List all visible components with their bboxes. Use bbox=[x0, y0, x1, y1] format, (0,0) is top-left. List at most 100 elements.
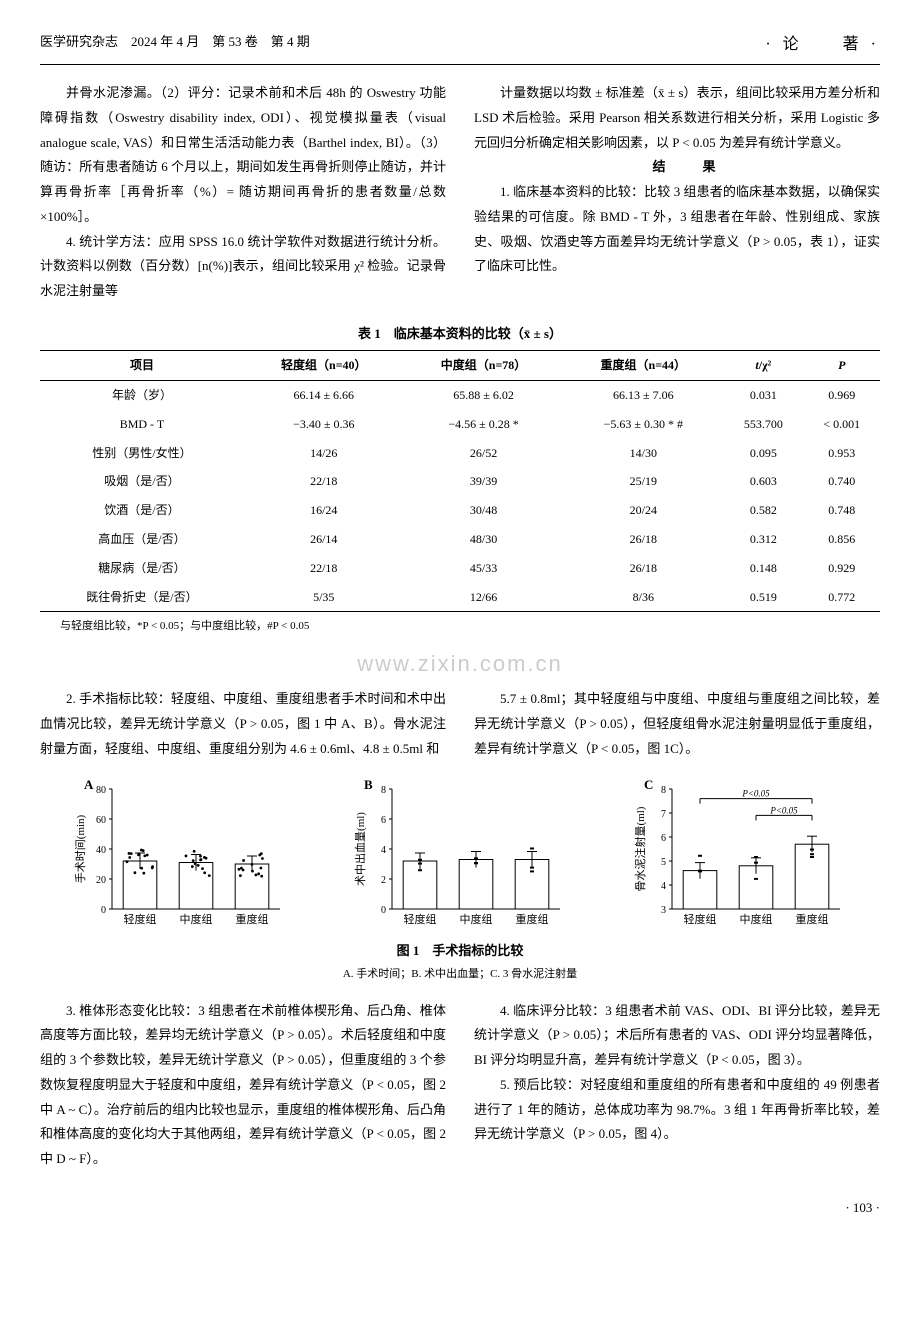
figure1-subtitle: A. 手术时间；B. 术中出血量；C. 3 骨水泥注射量 bbox=[40, 964, 880, 985]
table-header: t/χ² bbox=[723, 351, 803, 381]
table-cell: 39/39 bbox=[404, 467, 564, 496]
table-row: 饮酒（是/否）16/2430/4820/240.5820.748 bbox=[40, 496, 880, 525]
paragraph: 4. 统计学方法：应用 SPSS 16.0 统计学软件对数据进行统计分析。计数资… bbox=[40, 230, 446, 304]
table-cell: 26/18 bbox=[563, 554, 723, 583]
svg-text:中度组: 中度组 bbox=[740, 912, 773, 926]
table-row: 性别（男性/女性）14/2626/5214/300.0950.953 bbox=[40, 439, 880, 468]
table-cell: 年龄（岁） bbox=[40, 381, 244, 410]
svg-text:轻度组: 轻度组 bbox=[404, 912, 437, 926]
paragraph: 5. 预后比较：对轻度组和重度组的所有患者和中度组的 49 例患者进行了 1 年… bbox=[474, 1073, 880, 1147]
svg-text:重度组: 重度组 bbox=[796, 912, 829, 926]
page-number: · 103 · bbox=[40, 1196, 880, 1221]
table-cell: 0.929 bbox=[803, 554, 880, 583]
journal-info: 医学研究杂志 2024 年 4 月 第 53 卷 第 4 期 bbox=[40, 30, 310, 60]
table-row: 高血压（是/否）26/1448/3026/180.3120.856 bbox=[40, 525, 880, 554]
svg-text:轻度组: 轻度组 bbox=[684, 912, 717, 926]
table-header: 重度组（n=44） bbox=[563, 351, 723, 381]
svg-text:0: 0 bbox=[381, 905, 386, 916]
table-cell: 30/48 bbox=[404, 496, 564, 525]
svg-text:4: 4 bbox=[381, 845, 386, 856]
svg-text:5: 5 bbox=[661, 857, 666, 868]
table-cell: 既往骨折史（是/否） bbox=[40, 583, 244, 612]
table-cell: 65.88 ± 6.02 bbox=[404, 381, 564, 410]
table-cell: 0.095 bbox=[723, 439, 803, 468]
svg-text:手术时间(min): 手术时间(min) bbox=[73, 815, 87, 884]
table-cell: 0.969 bbox=[803, 381, 880, 410]
table-cell: −4.56 ± 0.28 * bbox=[404, 410, 564, 439]
svg-text:B: B bbox=[364, 777, 373, 792]
svg-text:80: 80 bbox=[96, 785, 106, 796]
table-cell: 0.031 bbox=[723, 381, 803, 410]
table-row: 既往骨折史（是/否）5/3512/668/360.5190.772 bbox=[40, 583, 880, 612]
svg-text:20: 20 bbox=[96, 875, 106, 886]
table-row: 年龄（岁）66.14 ± 6.6665.88 ± 6.0266.13 ± 7.0… bbox=[40, 381, 880, 410]
table-cell: 14/26 bbox=[244, 439, 404, 468]
text-block-1: 并骨水泥渗漏。（2）评分：记录术前和术后 48h 的 Oswestry 功能障碍… bbox=[40, 81, 880, 303]
paragraph: 4. 临床评分比较：3 组患者术前 VAS、ODI、BI 评分比较，差异无统计学… bbox=[474, 999, 880, 1073]
table-cell: 553.700 bbox=[723, 410, 803, 439]
page-header: 医学研究杂志 2024 年 4 月 第 53 卷 第 4 期 · 论 著 · bbox=[40, 30, 880, 65]
table-cell: 66.14 ± 6.66 bbox=[244, 381, 404, 410]
table-cell: −3.40 ± 0.36 bbox=[244, 410, 404, 439]
table-row: 吸烟（是/否）22/1839/3925/190.6030.740 bbox=[40, 467, 880, 496]
table-header: 轻度组（n=40） bbox=[244, 351, 404, 381]
table1-footnote: 与轻度组比较，*P < 0.05；与中度组比较，#P < 0.05 bbox=[60, 616, 880, 637]
svg-text:中度组: 中度组 bbox=[460, 912, 493, 926]
svg-text:A: A bbox=[84, 777, 94, 792]
svg-text:重度组: 重度组 bbox=[236, 912, 269, 926]
results-heading: 结 果 bbox=[474, 155, 880, 180]
svg-text:重度组: 重度组 bbox=[516, 912, 549, 926]
svg-text:2: 2 bbox=[381, 875, 386, 886]
table-cell: 0.748 bbox=[803, 496, 880, 525]
table-cell: 0.603 bbox=[723, 467, 803, 496]
figure1-title: 图 1 手术指标的比较 bbox=[40, 939, 880, 964]
svg-text:骨水泥注射量(ml): 骨水泥注射量(ml) bbox=[633, 806, 647, 891]
chart-panel-A: A020406080手术时间(min)轻度组中度组重度组 bbox=[70, 775, 290, 935]
svg-text:8: 8 bbox=[661, 785, 666, 796]
table-cell: 0.519 bbox=[723, 583, 803, 612]
svg-text:3: 3 bbox=[661, 905, 666, 916]
svg-text:4: 4 bbox=[661, 881, 666, 892]
paragraph: 2. 手术指标比较：轻度组、中度组、重度组患者手术时间和术中出血情况比较，差异无… bbox=[40, 687, 446, 761]
table-cell: 0.312 bbox=[723, 525, 803, 554]
table-cell: 26/52 bbox=[404, 439, 564, 468]
table-cell: 8/36 bbox=[563, 583, 723, 612]
table-cell: < 0.001 bbox=[803, 410, 880, 439]
table-cell: 0.740 bbox=[803, 467, 880, 496]
table-cell: 48/30 bbox=[404, 525, 564, 554]
svg-text:6: 6 bbox=[661, 833, 666, 844]
text-block-2: 2. 手术指标比较：轻度组、中度组、重度组患者手术时间和术中出血情况比较，差异无… bbox=[40, 687, 880, 761]
svg-text:术中出血量(ml): 术中出血量(ml) bbox=[353, 812, 367, 886]
paragraph: 5.7 ± 0.8ml；其中轻度组与中度组、中度组与重度组之间比较，差异无统计学… bbox=[474, 687, 880, 761]
table-row: BMD - T−3.40 ± 0.36−4.56 ± 0.28 *−5.63 ±… bbox=[40, 410, 880, 439]
table-cell: 饮酒（是/否） bbox=[40, 496, 244, 525]
paragraph: 1. 临床基本资料的比较：比较 3 组患者的临床基本数据，以确保实验结果的可信度… bbox=[474, 180, 880, 279]
table-cell: 25/19 bbox=[563, 467, 723, 496]
table-cell: 22/18 bbox=[244, 554, 404, 583]
svg-text:P<0.05: P<0.05 bbox=[769, 806, 798, 816]
table-cell: 26/14 bbox=[244, 525, 404, 554]
table-cell: 12/66 bbox=[404, 583, 564, 612]
paragraph: 3. 椎体形态变化比较：3 组患者在术前椎体楔形角、后凸角、椎体高度等方面比较，… bbox=[40, 999, 446, 1172]
table-cell: 45/33 bbox=[404, 554, 564, 583]
table-header: P bbox=[803, 351, 880, 381]
table-cell: 0.148 bbox=[723, 554, 803, 583]
svg-text:60: 60 bbox=[96, 815, 106, 826]
table-cell: 吸烟（是/否） bbox=[40, 467, 244, 496]
table-row: 糖尿病（是/否）22/1845/3326/180.1480.929 bbox=[40, 554, 880, 583]
table-cell: BMD - T bbox=[40, 410, 244, 439]
svg-text:0: 0 bbox=[101, 905, 106, 916]
svg-text:中度组: 中度组 bbox=[180, 912, 213, 926]
table-header: 项目 bbox=[40, 351, 244, 381]
svg-text:40: 40 bbox=[96, 845, 106, 856]
table1: 项目轻度组（n=40）中度组（n=78）重度组（n=44）t/χ²P 年龄（岁）… bbox=[40, 350, 880, 612]
figure1: A 0 20 40 60 80 手术时间(min) 轻度组 中度组 重度组 B 0 2 4 6 8 术中出血量(… bbox=[40, 775, 880, 935]
table-cell: 14/30 bbox=[563, 439, 723, 468]
table-header: 中度组（n=78） bbox=[404, 351, 564, 381]
table-cell: 26/18 bbox=[563, 525, 723, 554]
text-block-3: 3. 椎体形态变化比较：3 组患者在术前椎体楔形角、后凸角、椎体高度等方面比较，… bbox=[40, 999, 880, 1172]
paragraph: 并骨水泥渗漏。（2）评分：记录术前和术后 48h 的 Oswestry 功能障碍… bbox=[40, 81, 446, 229]
svg-text:6: 6 bbox=[381, 815, 386, 826]
svg-text:C: C bbox=[644, 777, 653, 792]
chart-panel-B: B02468术中出血量(ml)轻度组中度组重度组 bbox=[350, 775, 570, 935]
